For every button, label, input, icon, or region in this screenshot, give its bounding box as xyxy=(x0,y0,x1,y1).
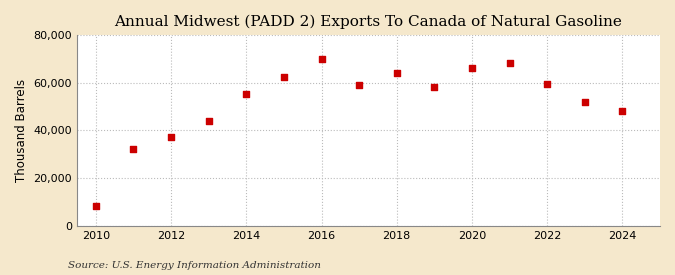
Point xyxy=(128,147,139,152)
Text: Source: U.S. Energy Information Administration: Source: U.S. Energy Information Administ… xyxy=(68,260,321,270)
Point xyxy=(316,56,327,61)
Point xyxy=(392,71,402,75)
Point xyxy=(542,81,553,86)
Point xyxy=(203,119,214,123)
Point xyxy=(241,92,252,97)
Point xyxy=(466,66,477,70)
Point xyxy=(354,83,364,87)
Y-axis label: Thousand Barrels: Thousand Barrels xyxy=(15,79,28,182)
Point xyxy=(90,204,101,208)
Point xyxy=(165,135,176,140)
Point xyxy=(617,109,628,113)
Point xyxy=(279,74,290,79)
Point xyxy=(504,61,515,66)
Point xyxy=(429,85,439,89)
Title: Annual Midwest (PADD 2) Exports To Canada of Natural Gasoline: Annual Midwest (PADD 2) Exports To Canad… xyxy=(115,15,622,29)
Point xyxy=(579,100,590,104)
